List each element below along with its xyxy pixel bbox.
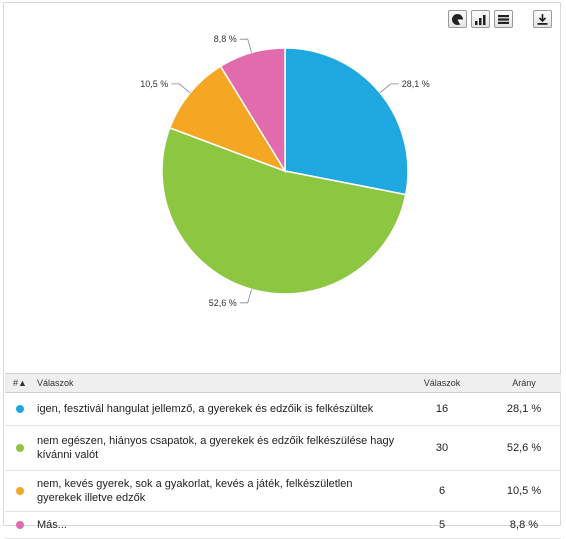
answer-ratio: 8,8 % (509, 519, 539, 531)
pie-chart-button[interactable] (448, 10, 467, 28)
header-answers[interactable]: Válaszok (37, 378, 74, 388)
answer-text: igen, fesztivál hangulat jellemző, a gye… (37, 403, 374, 415)
header-ratio[interactable]: Arány (512, 378, 536, 388)
pie-label-connector (239, 38, 252, 53)
pie-data-label: 28,1 % (402, 79, 430, 89)
legend-dot-orange (16, 487, 24, 495)
answer-count: 6 (438, 485, 446, 497)
results-table: #▲ Válaszok Válaszok Arány igen, fesztiv… (5, 373, 561, 539)
header-count[interactable]: Válaszok (423, 378, 461, 388)
table-row: igen, fesztivál hangulat jellemző, a gye… (5, 393, 561, 426)
table-row: nem egészen, hiányos csapatok, a gyereke… (5, 426, 561, 471)
pie-label-connector (171, 83, 191, 94)
answer-count: 16 (435, 403, 449, 415)
pie-slice[interactable] (168, 65, 287, 173)
answer-ratio: 52,6 % (506, 442, 542, 454)
answer-count: 30 (435, 442, 449, 454)
answer-ratio: 28,1 % (506, 403, 542, 415)
download-icon (537, 13, 548, 25)
download-button[interactable] (533, 10, 552, 28)
answer-text: Más... (37, 519, 67, 531)
pie-label-connector (239, 289, 252, 304)
pie-data-label: 10,5 % (140, 79, 168, 89)
answer-count: 5 (438, 519, 446, 531)
survey-result-panel: 28,1 % 52,6 % 10,5 % 8,8 % #▲ Válaszok Vála… (3, 2, 561, 539)
bar-chart-button[interactable] (471, 10, 490, 28)
header-num[interactable]: #▲ (13, 378, 27, 388)
table-view-button[interactable] (494, 10, 513, 28)
table-row: nem, kevés gyerek, sok a gyakorlat, kevé… (5, 471, 561, 512)
table-header: #▲ Válaszok Válaszok Arány (5, 373, 561, 393)
pie-chart: 28,1 % 52,6 % 10,5 % 8,8 % (4, 3, 560, 375)
pie-slice[interactable] (161, 126, 407, 295)
bar-chart-icon (475, 14, 486, 25)
legend-dot-green (16, 444, 24, 452)
pie-chart-icon (452, 13, 463, 25)
chart-toolbar (448, 10, 552, 28)
pie-label-connector (379, 83, 399, 94)
pie-chart-svg: 28,1 % 52,6 % 10,5 % 8,8 % (140, 34, 430, 308)
answer-ratio: 10,5 % (506, 485, 542, 497)
table-row: Más... 5 8,8 % (5, 512, 561, 539)
pie-data-label: 8,8 % (214, 34, 237, 44)
answer-text: nem, kevés gyerek, sok a gyakorlat, kevé… (37, 478, 353, 504)
legend-dot-pink (16, 521, 24, 529)
pie-slice[interactable] (284, 47, 409, 196)
answer-text: nem egészen, hiányos csapatok, a gyereke… (37, 435, 395, 461)
legend-dot-blue (16, 405, 24, 413)
pie-data-label: 52,6 % (209, 298, 237, 308)
table-icon (498, 14, 509, 24)
